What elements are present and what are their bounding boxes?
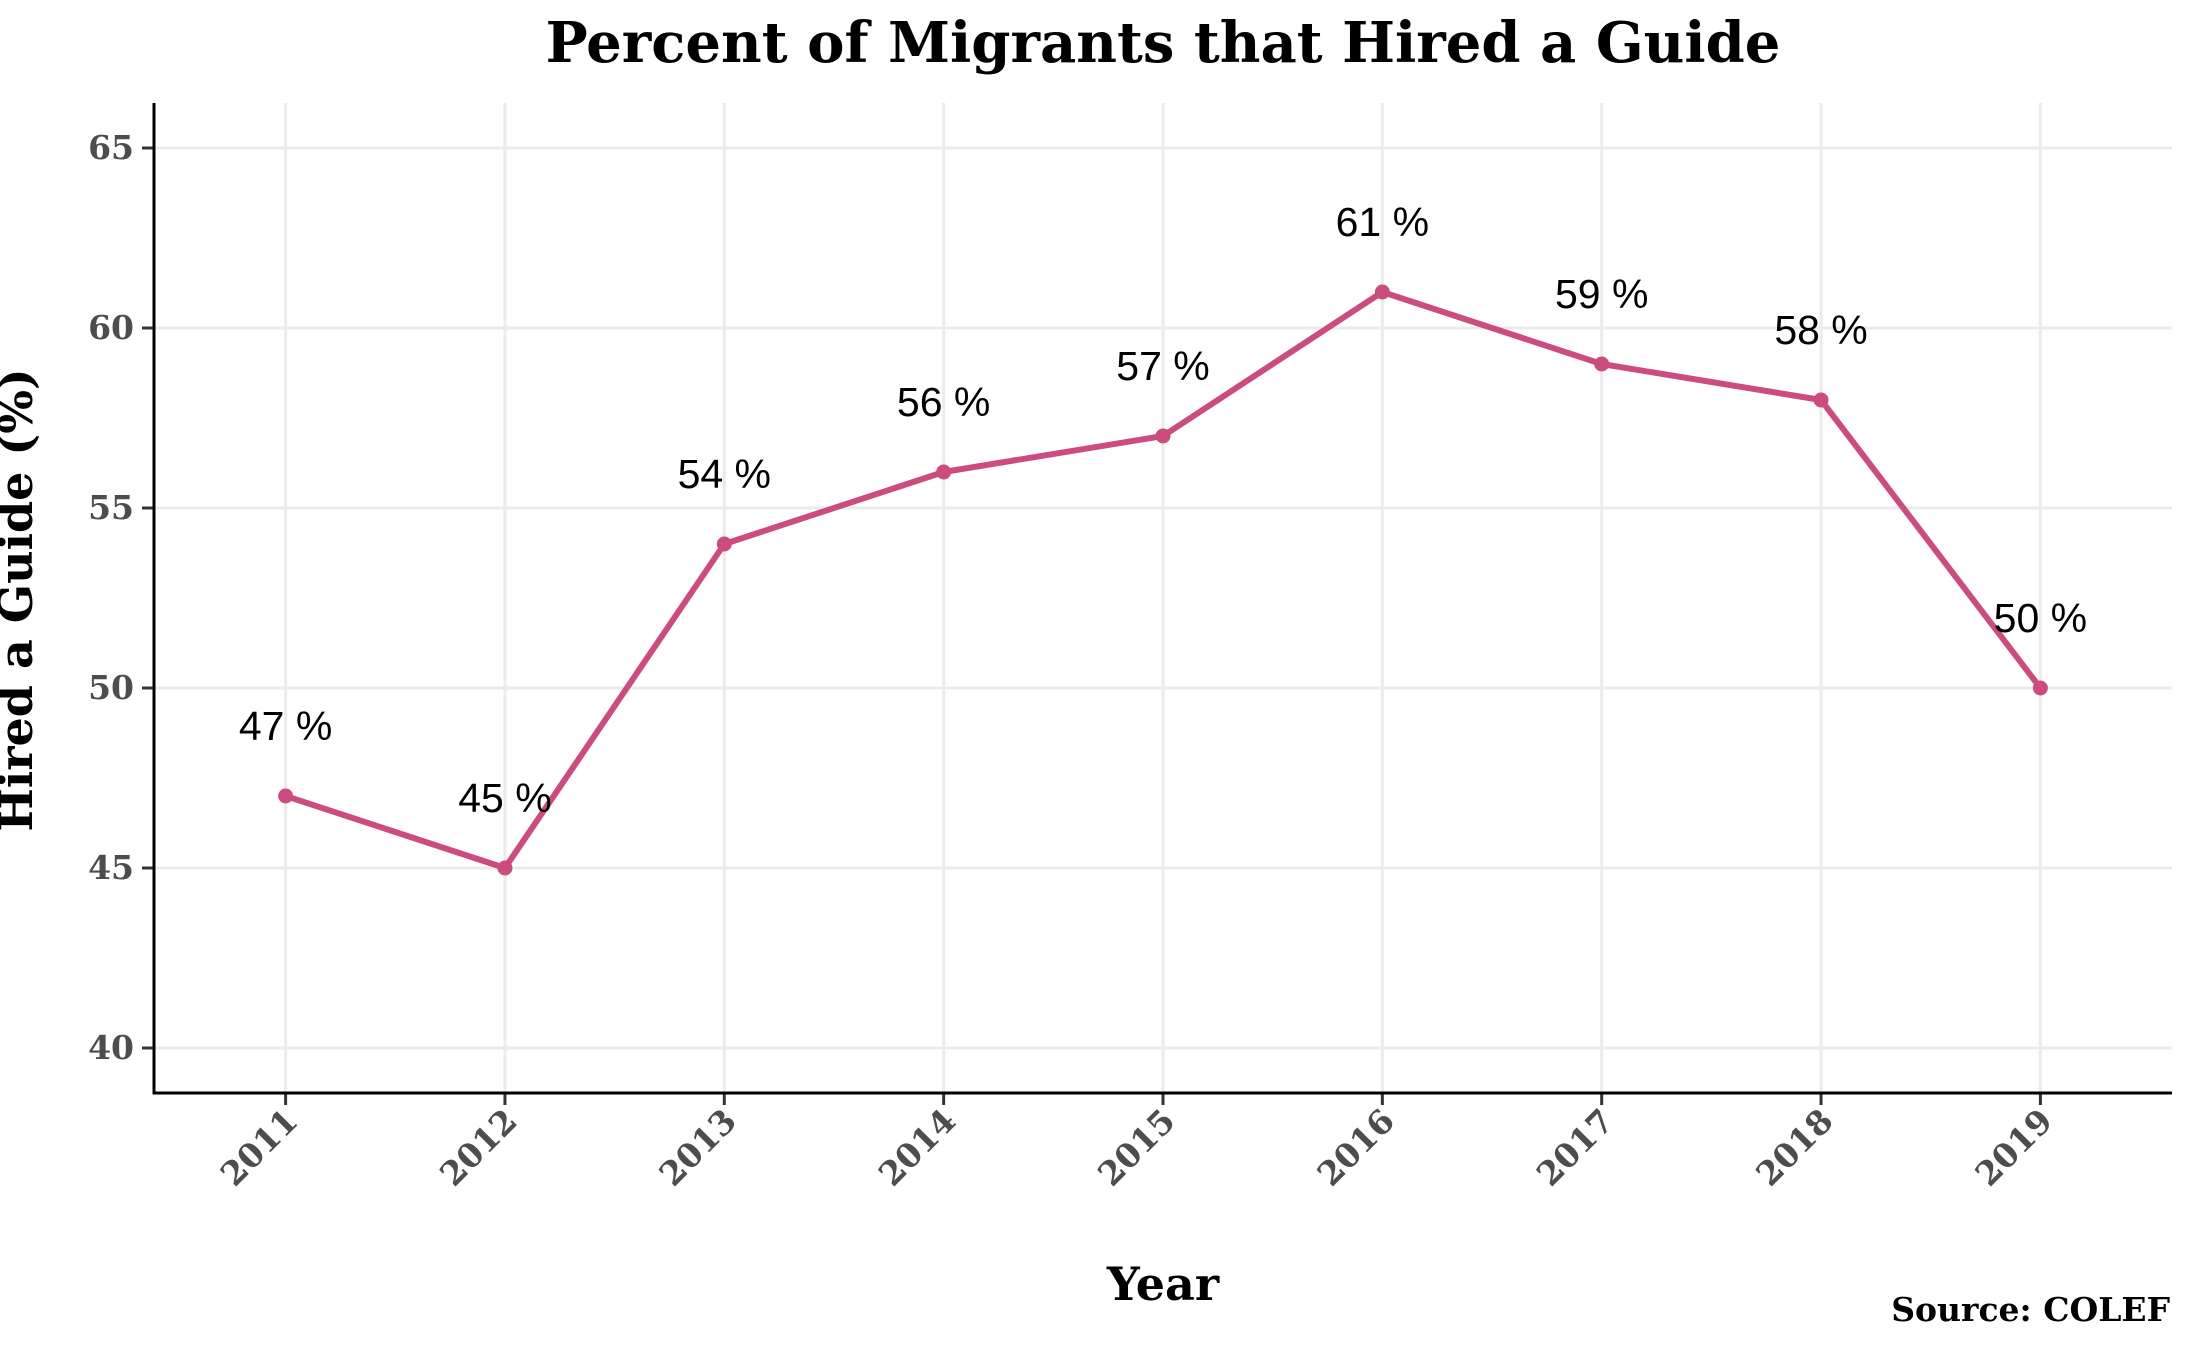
x-axis-title: Year <box>1106 1257 1220 1311</box>
x-tick-label: 2013 <box>651 1101 744 1194</box>
data-point <box>1813 392 1829 408</box>
x-tick-label: 2018 <box>1748 1101 1841 1194</box>
data-label: 57 % <box>1116 343 1209 389</box>
x-tick-label: 2014 <box>871 1101 964 1194</box>
y-tick-label: 60 <box>88 308 134 347</box>
y-tick-label: 50 <box>88 668 134 707</box>
y-tick-label: 55 <box>88 488 134 527</box>
data-point <box>716 536 732 552</box>
x-tick-label: 2015 <box>1090 1101 1183 1194</box>
grid-lines <box>154 103 2172 1093</box>
y-tick-label: 45 <box>88 848 134 887</box>
y-axis-title: Hired a Guide (%) <box>0 368 43 831</box>
data-label: 45 % <box>458 775 551 821</box>
y-tick-label: 65 <box>88 128 134 167</box>
data-label: 56 % <box>897 379 990 425</box>
data-label: 47 % <box>239 703 332 749</box>
data-label: 54 % <box>678 451 771 497</box>
x-tick-label: 2019 <box>1968 1101 2061 1194</box>
data-point <box>936 464 952 480</box>
x-tick-label: 2016 <box>1309 1101 1402 1194</box>
chart-title: Percent of Migrants that Hired a Guide <box>546 10 1781 76</box>
y-tick-label: 40 <box>88 1028 134 1067</box>
x-tick-label: 2017 <box>1529 1101 1622 1194</box>
data-point <box>1594 356 1610 372</box>
data-label: 61 % <box>1336 199 1429 245</box>
data-point <box>497 860 513 876</box>
data-label: 59 % <box>1555 271 1648 317</box>
axes: 40 45 50 55 60 65 2011 2012 2013 2014 2015 2016 2017… <box>88 103 2172 1194</box>
axis-lines <box>152 103 2172 1095</box>
data-point <box>2032 680 2048 696</box>
data-point <box>1374 284 1390 300</box>
x-tick-label: 2011 <box>213 1101 306 1194</box>
x-tick-label: 2012 <box>432 1101 525 1194</box>
data-point <box>1155 428 1171 444</box>
data-label: 58 % <box>1774 307 1867 353</box>
series-line-layer <box>278 284 2048 876</box>
data-labels: 47 % 45 % 54 % 56 % 57 % 61 % 59 % 58 % 50 % <box>239 199 2087 821</box>
data-point <box>278 788 294 804</box>
data-label: 50 % <box>1994 595 2087 641</box>
source-caption: Source: COLEF <box>1891 1290 2170 1329</box>
